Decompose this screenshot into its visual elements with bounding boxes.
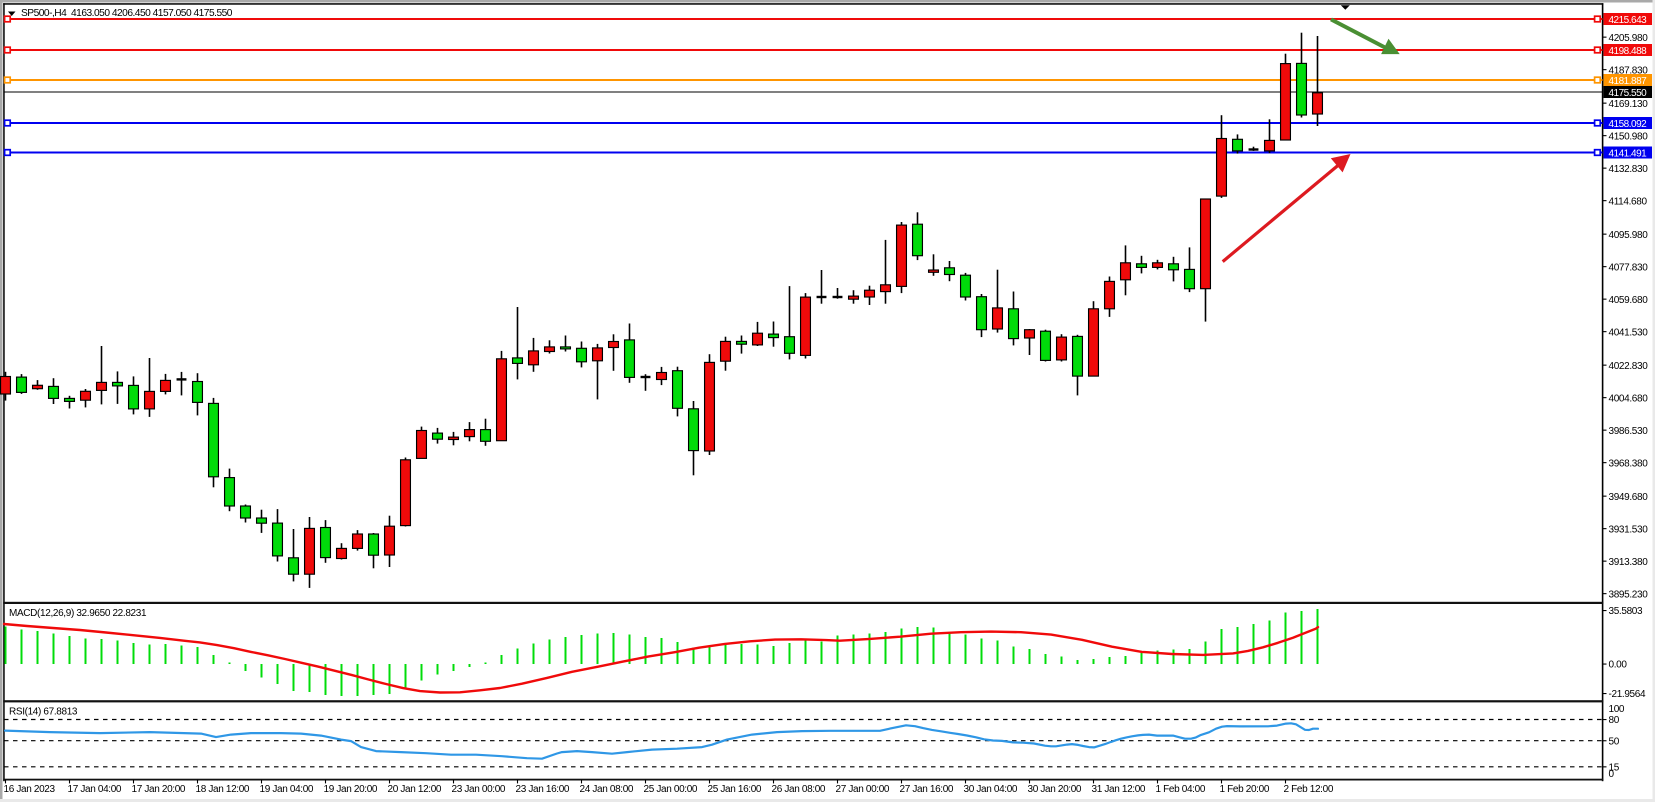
svg-text:35.5803: 35.5803 — [1609, 606, 1643, 617]
svg-text:24 Jan 08:00: 24 Jan 08:00 — [580, 784, 634, 795]
svg-text:50: 50 — [1609, 736, 1620, 747]
svg-text:19 Jan 04:00: 19 Jan 04:00 — [260, 784, 314, 795]
svg-text:3986.530: 3986.530 — [1609, 426, 1649, 437]
svg-text:3931.530: 3931.530 — [1609, 524, 1649, 535]
svg-text:4215.643: 4215.643 — [1609, 15, 1648, 26]
svg-text:4022.830: 4022.830 — [1609, 361, 1649, 372]
svg-text:16 Jan 2023: 16 Jan 2023 — [4, 784, 56, 795]
svg-text:17 Jan 04:00: 17 Jan 04:00 — [68, 784, 122, 795]
svg-text:MACD(12,26,9) 32.9650 22.8231: MACD(12,26,9) 32.9650 22.8231 — [9, 608, 147, 619]
svg-text:17 Jan 20:00: 17 Jan 20:00 — [132, 784, 186, 795]
svg-text:30 Jan 20:00: 30 Jan 20:00 — [1028, 784, 1082, 795]
svg-text:4150.980: 4150.980 — [1609, 131, 1649, 142]
svg-text:4181.887: 4181.887 — [1609, 76, 1648, 87]
svg-text:4187.830: 4187.830 — [1609, 65, 1649, 76]
svg-text:2 Feb 12:00: 2 Feb 12:00 — [1284, 784, 1334, 795]
svg-text:25 Jan 00:00: 25 Jan 00:00 — [644, 784, 698, 795]
svg-text:4158.092: 4158.092 — [1609, 119, 1648, 130]
svg-text:1 Feb 04:00: 1 Feb 04:00 — [1156, 784, 1206, 795]
svg-text:31 Jan 12:00: 31 Jan 12:00 — [1092, 784, 1146, 795]
svg-text:RSI(14) 67.8813: RSI(14) 67.8813 — [9, 707, 78, 718]
svg-text:20 Jan 12:00: 20 Jan 12:00 — [388, 784, 442, 795]
svg-text:0.00: 0.00 — [1609, 660, 1628, 671]
svg-text:4004.680: 4004.680 — [1609, 393, 1649, 404]
svg-text:80: 80 — [1609, 715, 1620, 726]
svg-text:4175.550: 4175.550 — [1609, 88, 1648, 99]
svg-text:3949.680: 3949.680 — [1609, 492, 1649, 503]
svg-text:4041.530: 4041.530 — [1609, 327, 1649, 338]
svg-text:1 Feb 20:00: 1 Feb 20:00 — [1220, 784, 1270, 795]
svg-text:23 Jan 00:00: 23 Jan 00:00 — [452, 784, 506, 795]
svg-text:23 Jan 16:00: 23 Jan 16:00 — [516, 784, 570, 795]
svg-text:19 Jan 20:00: 19 Jan 20:00 — [324, 784, 378, 795]
svg-text:25 Jan 16:00: 25 Jan 16:00 — [708, 784, 762, 795]
svg-text:-21.9564: -21.9564 — [1609, 689, 1646, 700]
svg-text:27 Jan 16:00: 27 Jan 16:00 — [900, 784, 954, 795]
svg-text:4095.980: 4095.980 — [1609, 230, 1649, 241]
svg-text:4059.680: 4059.680 — [1609, 295, 1649, 306]
svg-text:SP500-,H4 4163.050 4206.450 4: SP500-,H4 4163.050 4206.450 4157.050 417… — [21, 8, 233, 19]
svg-text:27 Jan 00:00: 27 Jan 00:00 — [836, 784, 890, 795]
svg-text:3895.230: 3895.230 — [1609, 589, 1649, 600]
svg-text:30 Jan 04:00: 30 Jan 04:00 — [964, 784, 1018, 795]
svg-text:0: 0 — [1609, 769, 1615, 780]
svg-text:3968.380: 3968.380 — [1609, 458, 1649, 469]
svg-text:4114.680: 4114.680 — [1609, 196, 1648, 207]
svg-text:4198.488: 4198.488 — [1609, 46, 1648, 57]
svg-text:3913.380: 3913.380 — [1609, 557, 1649, 568]
svg-text:4077.830: 4077.830 — [1609, 262, 1649, 273]
svg-text:18 Jan 12:00: 18 Jan 12:00 — [196, 784, 250, 795]
svg-text:100: 100 — [1609, 704, 1625, 715]
svg-text:4141.491: 4141.491 — [1609, 148, 1648, 159]
svg-text:4205.980: 4205.980 — [1609, 33, 1649, 44]
svg-text:15: 15 — [1609, 763, 1620, 774]
svg-text:4169.130: 4169.130 — [1609, 99, 1649, 110]
svg-text:4132.830: 4132.830 — [1609, 164, 1649, 175]
svg-text:26 Jan 08:00: 26 Jan 08:00 — [772, 784, 826, 795]
